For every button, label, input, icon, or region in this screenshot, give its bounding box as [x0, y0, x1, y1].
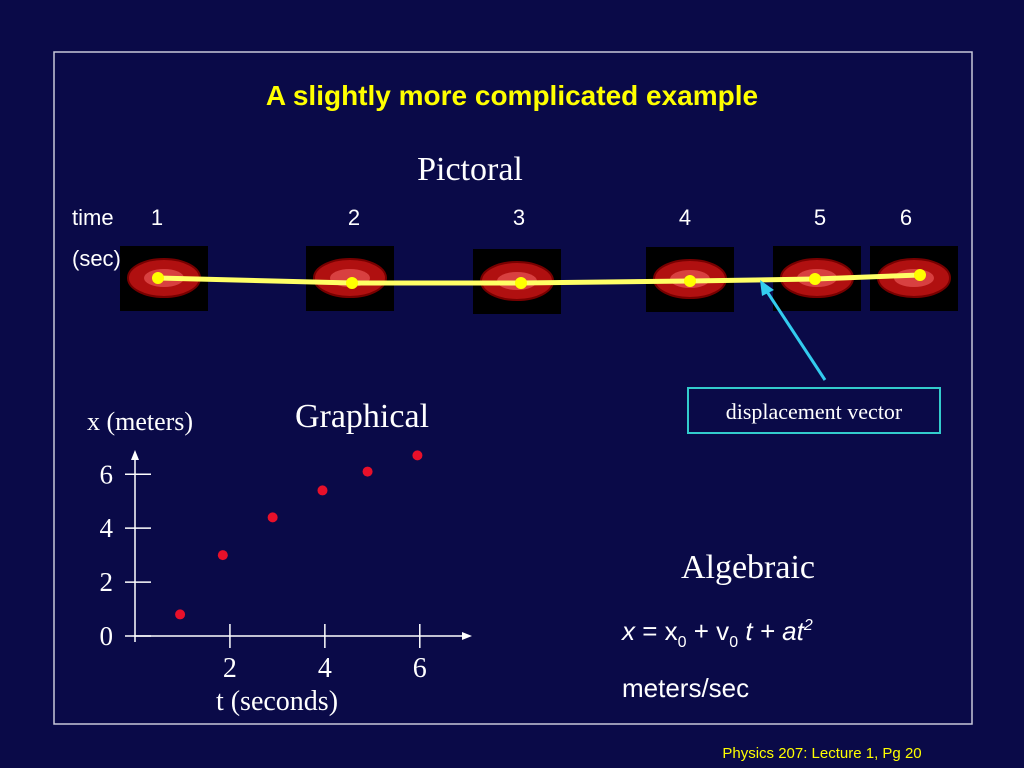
position-dot — [809, 273, 821, 285]
graphical-heading: Graphical — [295, 398, 429, 435]
title: A slightly more complicated example — [266, 80, 758, 111]
time-value: 2 — [348, 205, 360, 230]
time-value: 4 — [679, 205, 691, 230]
data-point — [217, 550, 228, 561]
x-axis-label: t (seconds) — [216, 686, 338, 717]
footer: Physics 207: Lecture 1, Pg 20 — [722, 745, 921, 762]
algebraic-heading: Algebraic — [681, 549, 815, 586]
x-axis-arrow — [462, 632, 472, 640]
y-tick-label: 4 — [100, 513, 114, 543]
eq-part: = x — [635, 616, 678, 646]
y-tick-label: 6 — [100, 459, 114, 489]
frame — [53, 51, 973, 725]
eq-part: + v — [687, 616, 730, 646]
units: meters/sec — [622, 673, 749, 703]
y-axis-arrow — [131, 450, 139, 460]
data-point — [362, 466, 373, 477]
pictoral-heading: Pictoral — [417, 151, 523, 188]
eq-part: t — [738, 616, 754, 646]
time-value: 6 — [900, 205, 912, 230]
equation: x = x0 + v0 t + at2 — [620, 616, 813, 651]
data-point — [267, 512, 278, 523]
position-dot — [515, 277, 527, 289]
time-value: 3 — [513, 205, 525, 230]
eq-sup: 2 — [803, 617, 813, 634]
x-tick-label: 6 — [413, 653, 427, 684]
x-tick-label: 4 — [318, 653, 332, 684]
x-tick-label: 2 — [223, 653, 237, 684]
position-dot — [914, 269, 926, 281]
y-tick-label: 2 — [100, 567, 114, 597]
eq-sub: 0 — [678, 634, 687, 651]
callout-text: displacement vector — [726, 399, 903, 424]
unit-label: (sec) — [72, 246, 121, 271]
position-dot — [152, 272, 164, 284]
displacement-path — [157, 272, 921, 286]
callout-box — [687, 387, 941, 434]
time-value: 5 — [814, 205, 826, 230]
callout-arrow — [762, 286, 827, 381]
data-point — [317, 485, 328, 496]
eq-sub: 0 — [729, 634, 738, 651]
time-value: 1 — [151, 205, 163, 230]
y-tick-label: 0 — [100, 621, 114, 651]
data-point — [412, 450, 423, 461]
position-dot — [684, 275, 696, 287]
time-label: time — [72, 205, 114, 230]
callout-arrowhead — [760, 280, 774, 296]
eq-part: + at — [753, 616, 806, 646]
y-axis-label: x (meters) — [87, 407, 193, 436]
data-point — [175, 609, 186, 620]
eq-lhs: x — [620, 616, 636, 646]
position-dot — [346, 277, 358, 289]
